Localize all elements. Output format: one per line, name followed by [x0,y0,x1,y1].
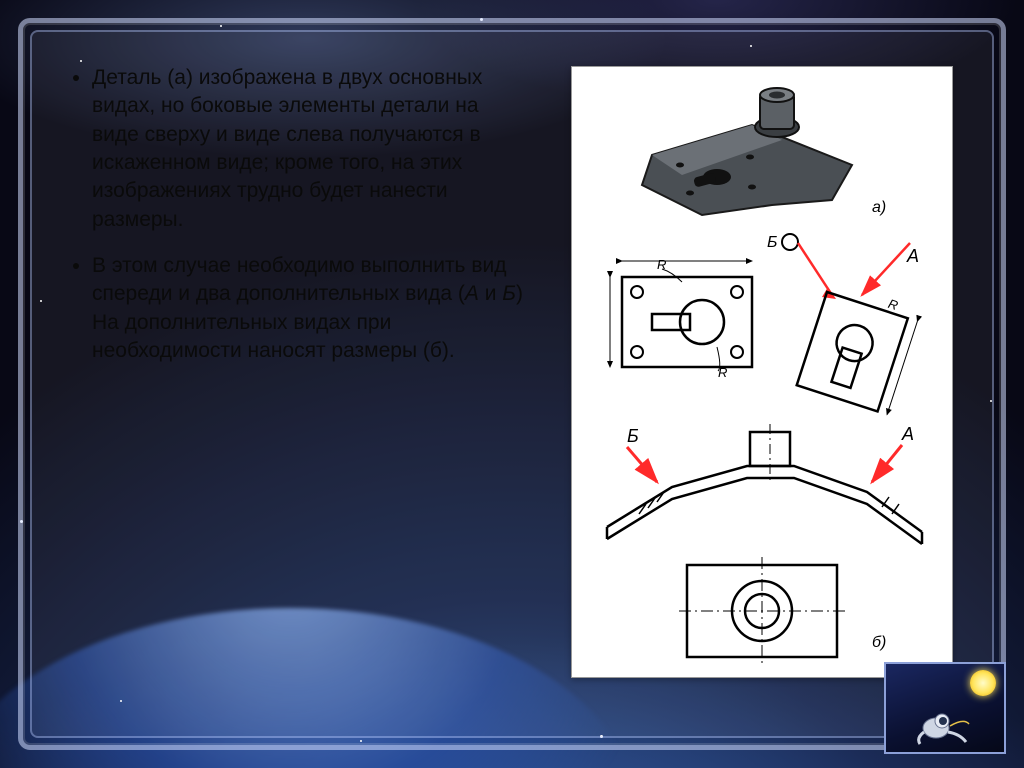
label-B-italic: Б [502,282,516,305]
label-A-italic: А [465,282,479,305]
text-column: Деталь (а) изображена в двух основных ви… [34,34,535,668]
label-b: б) [872,634,886,651]
figure-column: а) Б [535,34,990,668]
perspective-part [642,88,852,215]
top-view: R R [610,257,752,380]
corner-thumbnail [884,662,1006,754]
small-circle-b [782,234,798,250]
direction-arrow-B: Б [627,426,657,482]
svg-text:R: R [887,296,901,313]
red-arrow-B-stem [798,243,832,295]
bullet-list: Деталь (а) изображена в двух основных ви… [68,64,527,365]
label-A-right: А [906,246,919,266]
bullet-item: В этом случае необходимо выполнить вид с… [92,252,527,365]
red-arrow-A [862,243,910,295]
label-a: а) [872,199,886,216]
content-area: Деталь (а) изображена в двух основных ви… [34,34,990,668]
astronaut-icon [914,706,970,746]
slide-stage: Деталь (а) изображена в двух основных ви… [0,0,1024,768]
figure-svg: а) Б [572,67,952,677]
direction-arrow-A: А [872,424,914,482]
plan-view [679,557,845,665]
label-B-marker: Б [767,234,777,251]
front-view-bent [607,424,922,544]
sun-icon [970,670,996,696]
svg-text:А: А [901,424,914,444]
aux-view-A: R [797,277,923,415]
engineering-figure: а) Б [571,66,953,678]
bullet-item: Деталь (а) изображена в двух основных ви… [92,64,527,234]
svg-text:Б: Б [627,426,639,446]
